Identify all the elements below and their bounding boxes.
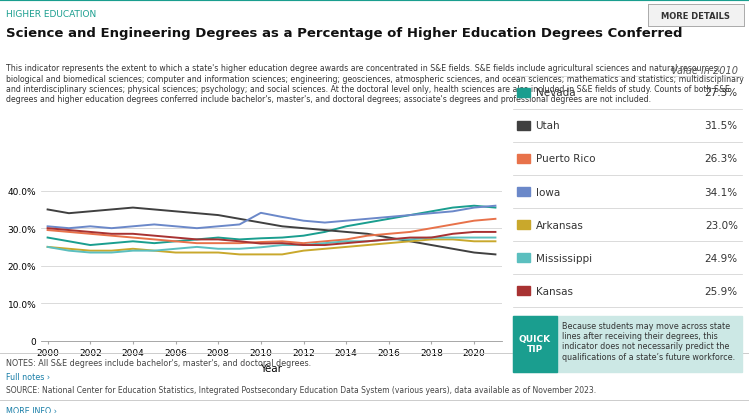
Text: Mississippi: Mississippi	[536, 253, 592, 263]
Text: Arkansas: Arkansas	[536, 220, 583, 230]
Text: HIGHER EDUCATION: HIGHER EDUCATION	[6, 10, 96, 19]
Text: 23.0%: 23.0%	[705, 220, 738, 230]
Text: 31.5%: 31.5%	[705, 121, 738, 131]
Text: 25.9%: 25.9%	[705, 286, 738, 296]
Text: Utah: Utah	[536, 121, 560, 131]
Text: 24.9%: 24.9%	[705, 253, 738, 263]
Text: NOTES: All S&E degrees include bachelor's, master's, and doctoral degrees.: NOTES: All S&E degrees include bachelor'…	[6, 358, 311, 367]
Text: QUICK
TIP: QUICK TIP	[519, 334, 551, 354]
Text: Puerto Rico: Puerto Rico	[536, 154, 595, 164]
Text: Value in 2010: Value in 2010	[671, 66, 738, 76]
Text: 27.3%: 27.3%	[705, 88, 738, 98]
Text: Nevada: Nevada	[536, 88, 575, 98]
Text: This indicator represents the extent to which a state's higher education degree : This indicator represents the extent to …	[6, 64, 744, 104]
Text: MORE DETAILS: MORE DETAILS	[661, 12, 730, 21]
Text: 26.3%: 26.3%	[705, 154, 738, 164]
Text: MORE INFO ›: MORE INFO ›	[6, 406, 57, 413]
Text: Iowa: Iowa	[536, 187, 560, 197]
Text: Kansas: Kansas	[536, 286, 572, 296]
Text: 34.1%: 34.1%	[705, 187, 738, 197]
X-axis label: Year: Year	[261, 363, 282, 373]
Text: Science and Engineering Degrees as a Percentage of Higher Education Degrees Conf: Science and Engineering Degrees as a Per…	[6, 27, 682, 40]
Text: SOURCE: National Center for Education Statistics, Integrated Postsecondary Educa: SOURCE: National Center for Education St…	[6, 385, 596, 394]
Text: Full notes ›: Full notes ›	[6, 372, 50, 381]
Text: Because students may move across state lines after receiving their degrees, this: Because students may move across state l…	[562, 321, 736, 361]
